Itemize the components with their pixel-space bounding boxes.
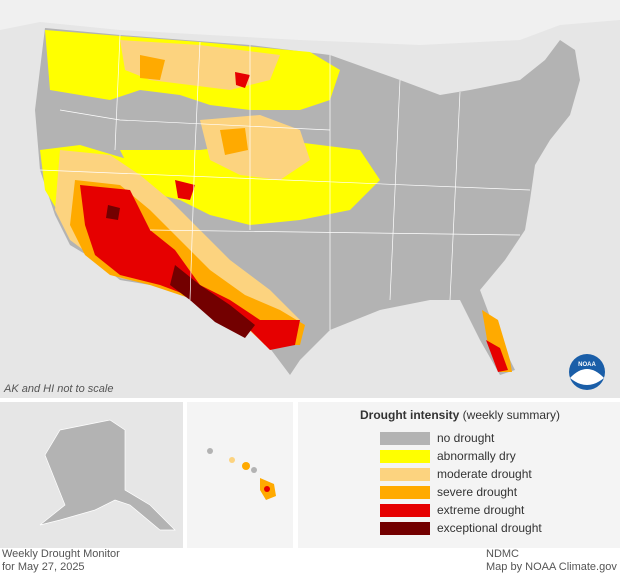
legend-swatch (380, 432, 430, 445)
legend-swatch (380, 468, 430, 481)
region-exceptional-drought (106, 205, 255, 338)
legend-swatch (380, 486, 430, 499)
canada (0, 0, 620, 45)
legend-label: abnormally dry (437, 449, 516, 463)
region-extreme-drought (175, 72, 250, 200)
legend-title-main: Drought intensity (360, 408, 460, 422)
footer-credit: NDMC (486, 548, 519, 560)
alaska (39, 419, 176, 531)
region-extreme-drought (486, 340, 508, 372)
legend-label: exceptional drought (437, 521, 542, 535)
noaa-logo-wave (570, 369, 604, 385)
scale-note: AK and HI not to scale (3, 383, 113, 395)
legend-label: severe drought (437, 485, 518, 499)
footer-credit: Map by NOAA Climate.gov (486, 561, 617, 573)
legend-label: moderate drought (437, 467, 532, 481)
legend-swatch (380, 522, 430, 535)
noaa-logo-text: NOAA (578, 362, 596, 368)
footer-line: Weekly Drought Monitor (2, 548, 120, 560)
region-severe-drought (482, 310, 512, 372)
legend-panel (298, 402, 620, 548)
legend-label: no drought (437, 431, 495, 445)
region-extreme-drought (80, 185, 300, 350)
legend-label: extreme drought (437, 503, 525, 517)
region-severe-drought (140, 55, 248, 155)
hawaii (207, 448, 276, 500)
hawaii-panel (187, 402, 293, 548)
state-borders (39, 34, 531, 330)
footer-line: for May 27, 2025 (2, 561, 85, 573)
legend-swatch (380, 450, 430, 463)
legend: no drought abnormally dry moderate drought… (380, 431, 542, 535)
conus (35, 28, 580, 375)
legend-subtitle: (weekly summary) (463, 408, 560, 422)
legend-title: Drought intensity (weekly summary) (360, 408, 560, 422)
legend-swatch (380, 504, 430, 517)
